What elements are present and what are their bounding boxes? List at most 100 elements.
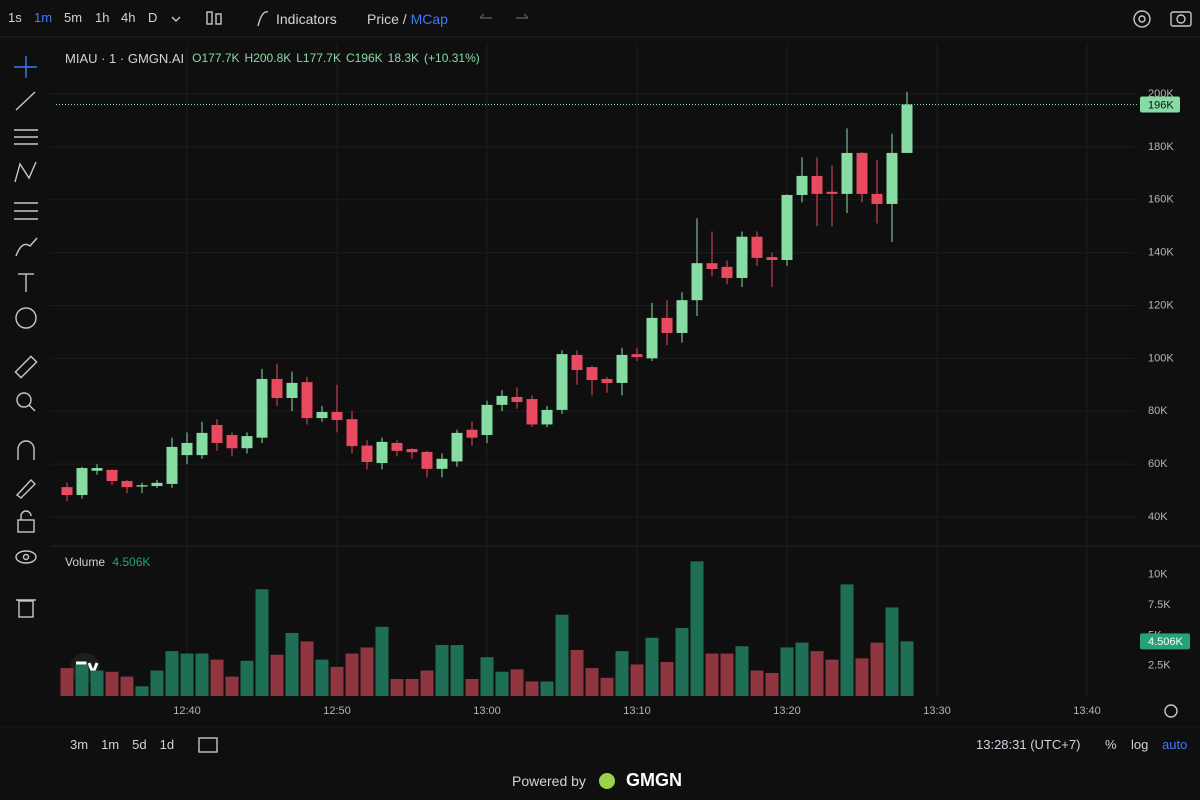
candle-body <box>391 442 403 451</box>
volume-bar <box>675 628 689 696</box>
emoji-tool[interactable] <box>15 307 37 329</box>
text-tool[interactable] <box>18 273 34 292</box>
volume-bar <box>570 649 584 696</box>
candle-style-button[interactable] <box>206 11 222 25</box>
separator: / <box>402 11 407 27</box>
lock-tool[interactable] <box>17 510 35 533</box>
candle-body <box>631 354 643 358</box>
mcap-option[interactable]: MCap <box>410 11 448 27</box>
candle-body <box>751 236 763 258</box>
volume-bar <box>900 641 914 696</box>
candle-body <box>91 468 103 471</box>
date-range-button[interactable] <box>198 737 218 753</box>
range-button[interactable]: 1m <box>101 737 120 752</box>
x-tick-label: 13:40 <box>1073 705 1101 717</box>
zoom-tool[interactable] <box>16 392 36 412</box>
auto-toggle[interactable]: auto <box>1162 737 1188 752</box>
candle-body <box>466 429 478 438</box>
interval-button[interactable]: D <box>148 10 158 25</box>
screenshot-button[interactable] <box>1170 11 1192 27</box>
interval-button[interactable]: 5m <box>64 10 83 25</box>
candle-body <box>61 487 73 496</box>
candle-body <box>361 445 373 462</box>
pattern-tool[interactable] <box>14 161 37 183</box>
volume-tick-label: 7.5K <box>1148 599 1171 611</box>
lock-drawing-tool[interactable] <box>15 478 36 499</box>
brush-tool[interactable] <box>15 237 38 257</box>
range-button[interactable]: 1d <box>159 737 175 752</box>
ruler-tool[interactable] <box>14 355 38 379</box>
last-volume-box <box>1140 633 1190 650</box>
volume-bar <box>735 646 749 696</box>
percent-toggle[interactable]: % <box>1105 737 1117 752</box>
candle-body <box>571 354 583 370</box>
x-tick-label: 13:30 <box>923 705 951 717</box>
volume-legend: Volume 4.506K <box>65 555 150 569</box>
candle-body <box>496 395 508 405</box>
candle-body <box>376 441 388 464</box>
trendline-tool[interactable] <box>15 91 36 111</box>
volume-bar <box>465 679 479 696</box>
volume-bar <box>300 641 314 696</box>
interval-button[interactable]: 4h <box>121 10 136 25</box>
volume-bar <box>825 659 839 696</box>
redo-button[interactable] <box>516 13 529 19</box>
fib-tool[interactable] <box>14 129 38 145</box>
candle-body <box>706 263 718 269</box>
volume-bar <box>840 584 854 696</box>
candle-body <box>841 152 853 194</box>
delete-tool[interactable] <box>16 599 36 618</box>
undo-button[interactable] <box>479 13 492 19</box>
volume-bar <box>885 607 899 696</box>
candle-body <box>856 152 868 194</box>
volume-bar <box>285 632 299 696</box>
candle-body <box>331 412 343 420</box>
price-option[interactable]: Price <box>367 11 399 27</box>
crosshair-tool[interactable] <box>14 56 37 78</box>
candle-body <box>346 419 358 447</box>
reset-scale-button[interactable] <box>1164 704 1178 718</box>
range-button[interactable]: 5d <box>132 737 147 752</box>
settings-button[interactable] <box>1133 10 1151 28</box>
volume-bar <box>630 664 644 696</box>
volume-bar <box>195 653 209 696</box>
candle-body <box>481 404 493 436</box>
projection-tool[interactable] <box>14 202 38 220</box>
interval-button[interactable]: 1s <box>8 10 22 25</box>
x-tick-label: 13:20 <box>773 705 801 717</box>
volume-bar <box>60 668 74 696</box>
legend-low: L177.7K <box>296 51 341 65</box>
interval-dropdown[interactable] <box>171 16 181 22</box>
log-toggle[interactable]: log <box>1131 737 1149 752</box>
volume-bar <box>705 653 719 696</box>
range-button[interactable]: 3m <box>70 737 89 752</box>
volume-bar <box>165 651 179 696</box>
volume-name: Volume <box>65 555 106 569</box>
volume-bar <box>225 676 239 696</box>
candle-body <box>676 300 688 333</box>
candle-body <box>871 193 883 204</box>
volume-bar <box>585 668 599 696</box>
volume-bar <box>150 670 164 696</box>
candle-body <box>76 468 88 496</box>
candle-body <box>181 442 193 456</box>
visibility-tool[interactable] <box>15 550 37 564</box>
candle-body <box>901 104 913 153</box>
price-mcap-toggle[interactable]: Price / MCap <box>367 11 448 27</box>
interval-button[interactable]: 1h <box>95 10 110 25</box>
candle-body <box>511 396 523 402</box>
legend-close: C196K <box>345 51 383 65</box>
indicator-icon[interactable] <box>257 11 269 27</box>
volume-bar <box>375 626 389 696</box>
candle-body <box>886 152 898 204</box>
volume-bar <box>390 679 404 696</box>
x-tick-label: 12:50 <box>323 705 351 717</box>
magnet-tool[interactable] <box>17 440 35 460</box>
volume-bar <box>330 666 344 696</box>
candle-body <box>301 382 313 419</box>
interval-button[interactable]: 1m <box>34 10 53 25</box>
volume-bar <box>720 653 734 696</box>
indicators-button[interactable]: Indicators <box>276 11 337 27</box>
legend-open: O177.7K <box>192 51 240 65</box>
